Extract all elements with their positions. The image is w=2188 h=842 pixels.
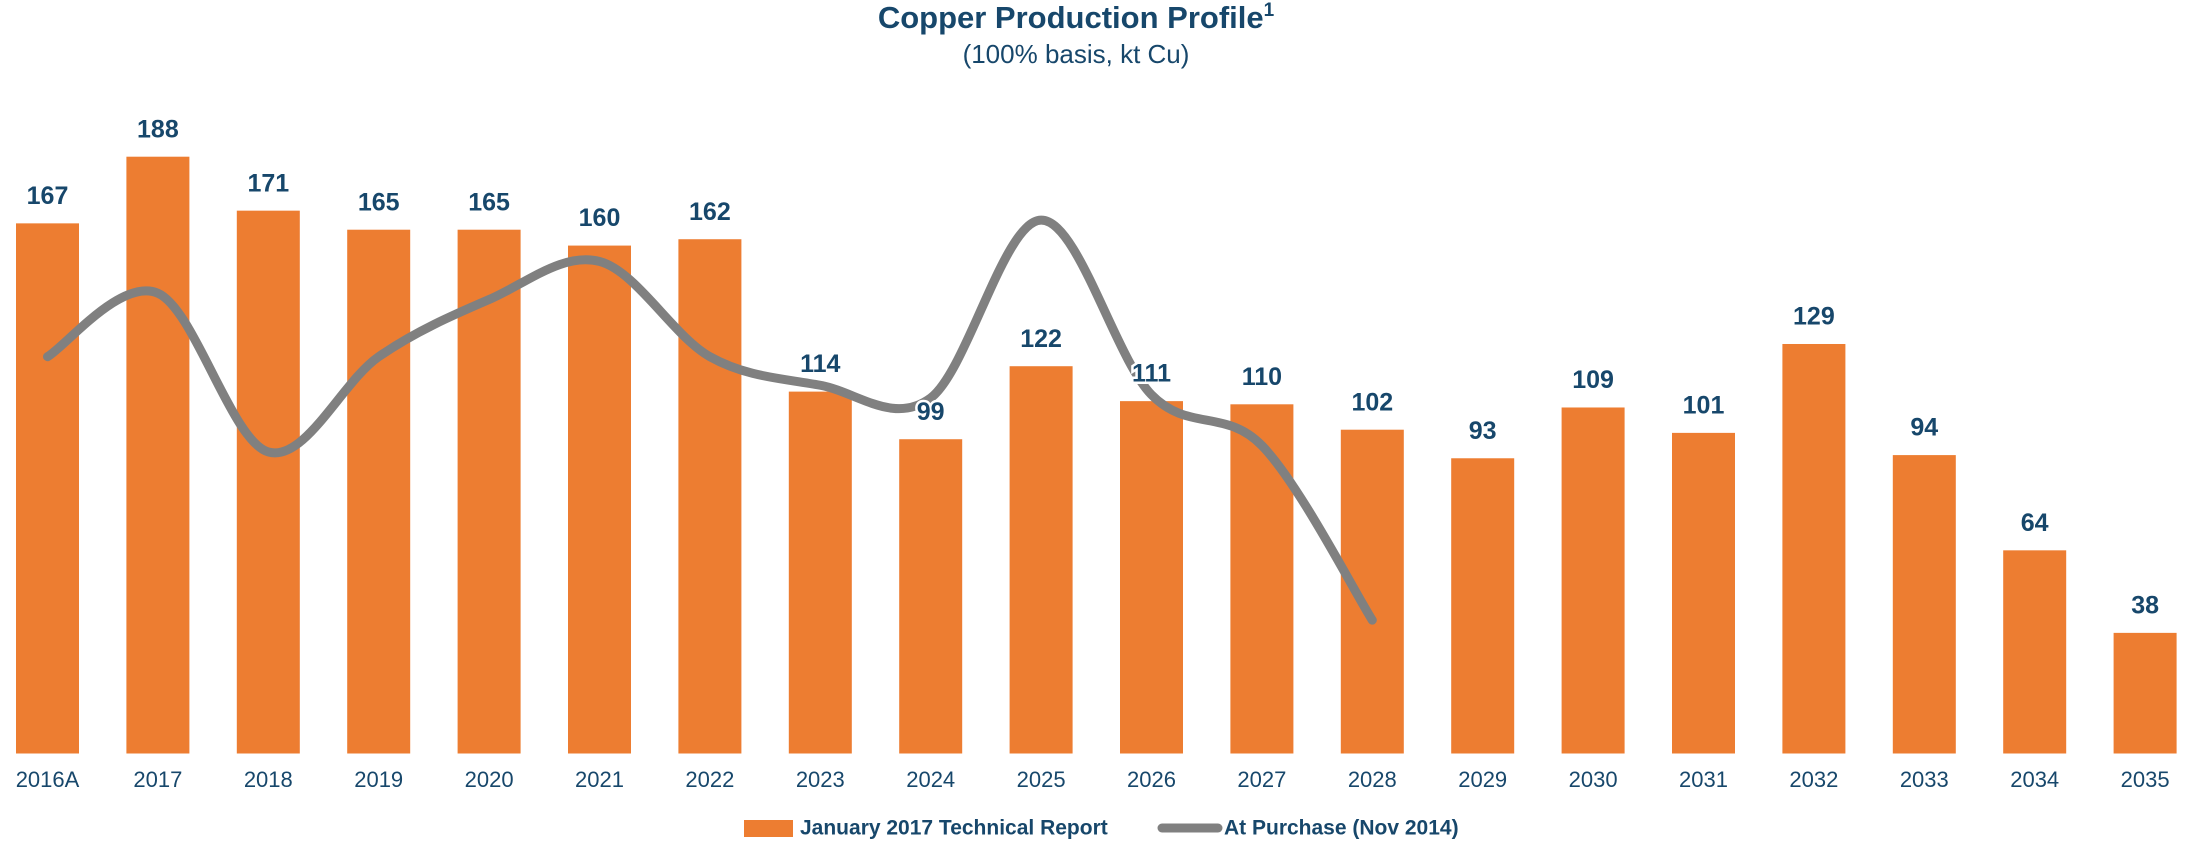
bar xyxy=(1892,455,1956,754)
x-tick-label: 2017 xyxy=(133,767,182,792)
data-label: 64 xyxy=(2021,509,2049,537)
bar xyxy=(1120,401,1183,754)
data-label: 162 xyxy=(689,198,731,226)
x-tick-label: 2030 xyxy=(1569,767,1618,792)
data-label: 102 xyxy=(1351,388,1393,416)
x-tick-label: 2034 xyxy=(2010,767,2059,792)
x-tick-label: 2031 xyxy=(1679,767,1728,792)
x-tick-label: 2023 xyxy=(796,767,845,792)
bar xyxy=(2003,550,2067,754)
x-tick-label: 2020 xyxy=(465,767,514,792)
data-label: 94 xyxy=(1910,414,1938,442)
bar xyxy=(788,391,852,754)
x-tick-label: 2028 xyxy=(1348,767,1397,792)
data-label: 38 xyxy=(2131,591,2159,619)
data-label: 165 xyxy=(468,188,510,216)
chart-subtitle: (100% basis, kt Cu) xyxy=(963,39,1190,69)
bar xyxy=(236,210,300,754)
data-label: 101 xyxy=(1683,391,1725,419)
data-label: 188 xyxy=(137,115,179,143)
data-label: 171 xyxy=(247,169,289,197)
x-tick-label: 2018 xyxy=(244,767,293,792)
bar xyxy=(2113,632,2177,754)
title-footnote: 1 xyxy=(1264,0,1275,21)
data-label: 160 xyxy=(579,204,621,232)
bar xyxy=(678,239,742,754)
bar xyxy=(16,223,79,754)
x-tick-label: 2032 xyxy=(1789,767,1838,792)
bar xyxy=(1009,366,1073,754)
data-label: 109 xyxy=(1572,366,1614,394)
bar xyxy=(1782,343,1846,754)
x-tick-label: 2029 xyxy=(1458,767,1507,792)
x-tick-label: 2035 xyxy=(2121,767,2170,792)
bar xyxy=(457,229,521,754)
bar xyxy=(1340,429,1404,754)
x-tick-label: 2019 xyxy=(354,767,403,792)
data-label: 110 xyxy=(1242,363,1282,391)
title-text: Copper Production Profile xyxy=(878,0,1264,35)
data-label: 114 xyxy=(800,350,840,378)
bar xyxy=(1672,432,1735,754)
x-tick-label: 2016A xyxy=(16,767,80,792)
line xyxy=(43,215,1377,625)
data-label: 167 xyxy=(27,182,69,210)
x-tick-label: 2033 xyxy=(1900,767,1949,792)
bar xyxy=(347,229,411,754)
x-tick-label: 2026 xyxy=(1127,767,1176,792)
legend-label: At Purchase (Nov 2014) xyxy=(1224,817,1459,840)
bar xyxy=(1230,404,1294,754)
data-label: 93 xyxy=(1469,417,1497,445)
x-tick-label: 2024 xyxy=(906,767,955,792)
data-label: 111 xyxy=(1132,360,1171,388)
data-label: 122 xyxy=(1020,325,1062,353)
bar xyxy=(1451,458,1515,754)
x-tick-label: 2021 xyxy=(575,767,624,792)
data-label: 99 xyxy=(917,398,945,426)
x-tick-label: 2025 xyxy=(1017,767,1066,792)
x-tick-label: 2027 xyxy=(1237,767,1286,792)
legend-label: January 2017 Technical Report xyxy=(800,817,1108,840)
x-tick-label: 2022 xyxy=(685,767,734,792)
bar xyxy=(1561,407,1625,754)
bar xyxy=(568,245,631,754)
chart-title: Copper Production Profile1 xyxy=(878,0,1275,35)
bar xyxy=(126,156,190,754)
data-label: 165 xyxy=(358,188,400,216)
legend-swatch xyxy=(744,820,793,837)
bar xyxy=(899,439,963,754)
data-label: 129 xyxy=(1793,303,1835,331)
